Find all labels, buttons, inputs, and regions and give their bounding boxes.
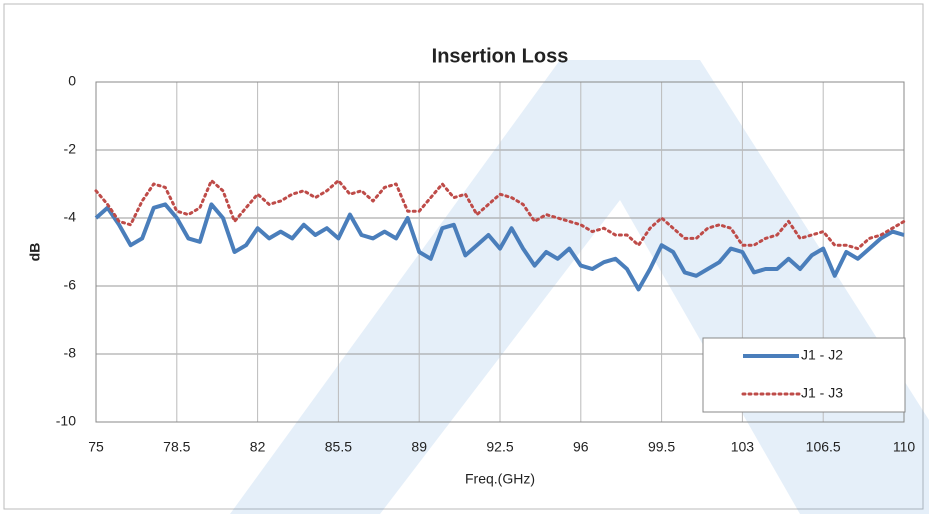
series-line <box>94 202 905 292</box>
y-tick-label: -8 <box>64 345 77 361</box>
x-tick-label: 89 <box>411 439 427 455</box>
chart-title: Insertion Loss <box>432 45 569 67</box>
x-tick-label: 85.5 <box>325 439 352 455</box>
x-tick-label: 106.5 <box>806 439 841 455</box>
x-tick-label: 99.5 <box>648 439 675 455</box>
chart-frame <box>3 3 924 510</box>
x-tick-label: 96 <box>573 439 589 455</box>
legend-label: J1 - J3 <box>801 385 843 401</box>
x-tick-label: 92.5 <box>486 439 513 455</box>
y-tick-label: -2 <box>64 141 77 157</box>
x-tick-label: 75 <box>88 439 104 455</box>
x-tick-label: 110 <box>893 439 916 455</box>
x-tick-label: 78.5 <box>163 439 190 455</box>
x-axis-label: Freq.(GHz) <box>465 471 535 487</box>
y-tick-label: -6 <box>64 277 77 293</box>
x-tick-label: 82 <box>250 439 266 455</box>
legend-label: J1 - J2 <box>801 347 843 363</box>
legend-box <box>702 337 906 413</box>
y-axis-label: dB <box>27 243 43 262</box>
plot-border <box>95 81 905 423</box>
y-tick-label: 0 <box>68 73 76 89</box>
x-tick-label: 103 <box>731 439 755 455</box>
y-tick-label: -4 <box>64 209 77 225</box>
series-line <box>94 179 906 251</box>
y-tick-label: -10 <box>56 413 76 429</box>
